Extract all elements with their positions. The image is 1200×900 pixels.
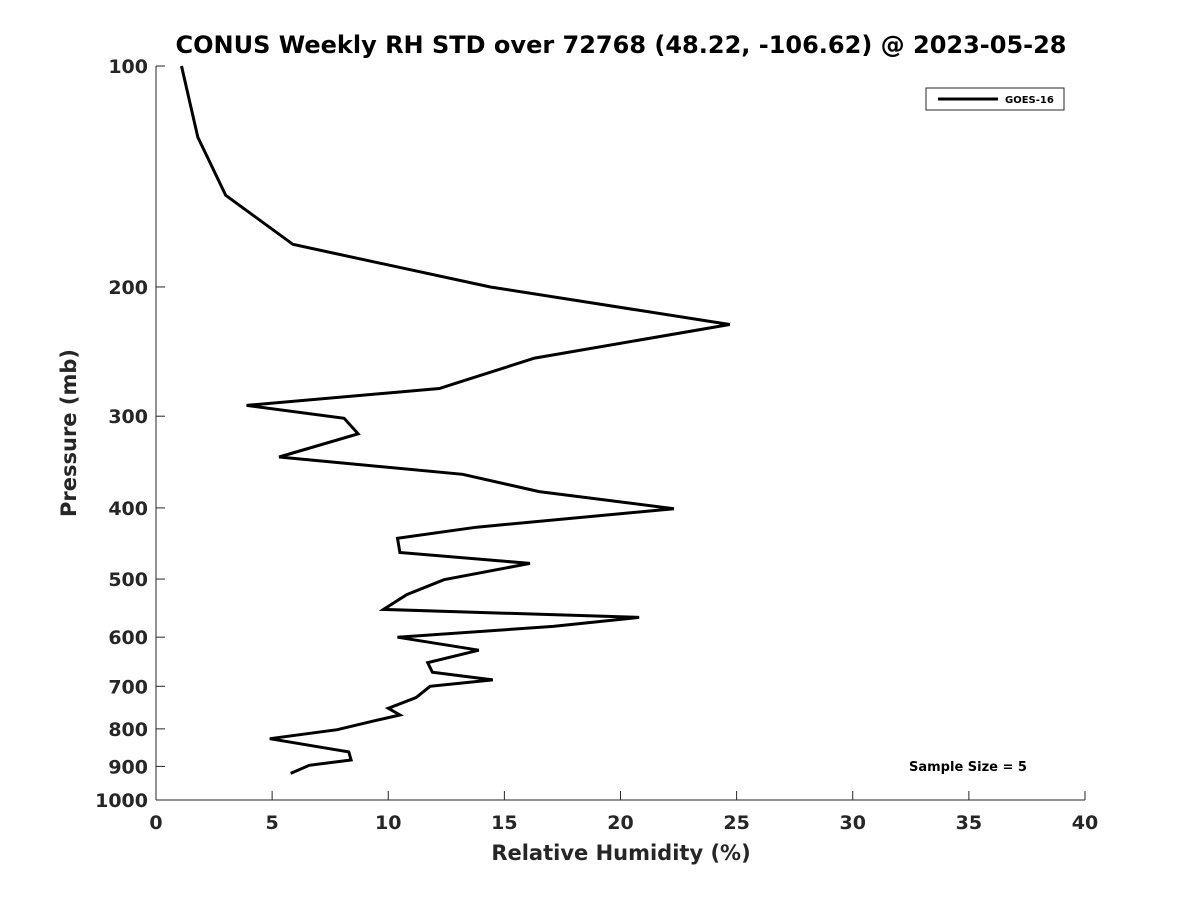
x-tick-label: 0 xyxy=(149,812,162,834)
x-tick-label: 10 xyxy=(375,812,401,834)
x-axis-label: Relative Humidity (%) xyxy=(491,841,750,865)
x-tick-label: 5 xyxy=(266,812,279,834)
y-tick-label: 300 xyxy=(108,406,148,428)
axes-group xyxy=(155,66,1085,801)
y-tick-label: 600 xyxy=(108,627,148,649)
y-tick-label: 800 xyxy=(108,719,148,741)
x-tick-label: 40 xyxy=(1072,812,1098,834)
x-ticks-group: 0 5 10 15 20 25 30 35 40 xyxy=(149,791,1098,834)
y-axis-label: Pressure (mb) xyxy=(57,349,81,517)
y-tick-label: 200 xyxy=(108,277,148,299)
legend: GOES-16 xyxy=(925,87,1065,111)
series-group xyxy=(180,65,730,775)
x-tick-label: 35 xyxy=(956,812,982,834)
series-line-goes-16 xyxy=(180,65,730,775)
y-tick-label: 100 xyxy=(108,56,148,78)
chart-title: CONUS Weekly RH STD over 72768 (48.22, -… xyxy=(175,31,1066,59)
x-tick-label: 15 xyxy=(491,812,517,834)
sample-size-annotation: Sample Size = 5 xyxy=(909,760,1027,775)
y-ticks-group: 100 200 300 400 500 600 700 800 900 1000 xyxy=(95,56,165,812)
x-tick-label: 30 xyxy=(840,812,866,834)
x-tick-label: 25 xyxy=(723,812,749,834)
legend-label-goes16: GOES-16 xyxy=(1005,95,1054,106)
y-tick-label: 900 xyxy=(108,756,148,778)
y-tick-label: 500 xyxy=(108,569,148,591)
y-tick-label: 1000 xyxy=(95,790,148,812)
y-tick-label: 400 xyxy=(108,498,148,520)
x-tick-label: 20 xyxy=(607,812,633,834)
y-tick-label: 700 xyxy=(108,676,148,698)
